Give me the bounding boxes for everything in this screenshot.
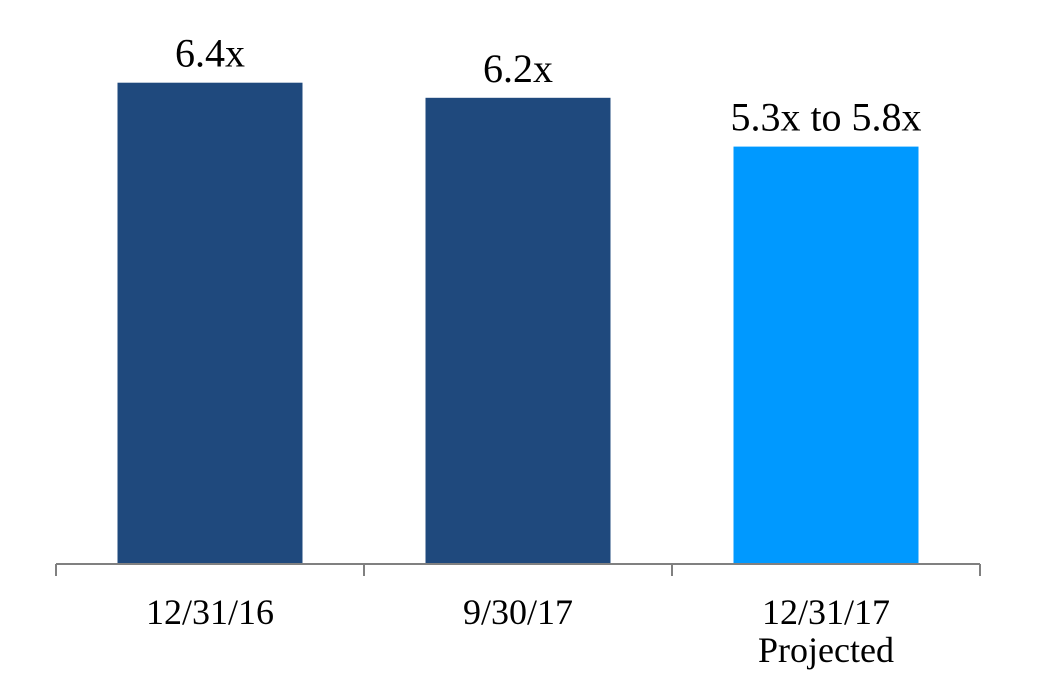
bars-group <box>117 82 919 565</box>
category-label-2-1: Projected <box>758 630 894 670</box>
x-axis <box>55 563 981 576</box>
data-label-0: 6.4x <box>175 31 245 76</box>
bar-2 <box>733 146 919 564</box>
bar-1 <box>425 97 611 565</box>
category-label-0-0: 12/31/16 <box>146 592 274 632</box>
data-labels-group: 6.4x 6.2x 5.3x to 5.8x <box>175 31 922 140</box>
data-label-1: 6.2x <box>483 46 553 91</box>
category-label-1-0: 9/30/17 <box>463 592 573 632</box>
bar-0 <box>117 82 303 564</box>
data-label-2: 5.3x to 5.8x <box>730 95 921 140</box>
category-label-2-0: 12/31/17 <box>762 592 890 632</box>
